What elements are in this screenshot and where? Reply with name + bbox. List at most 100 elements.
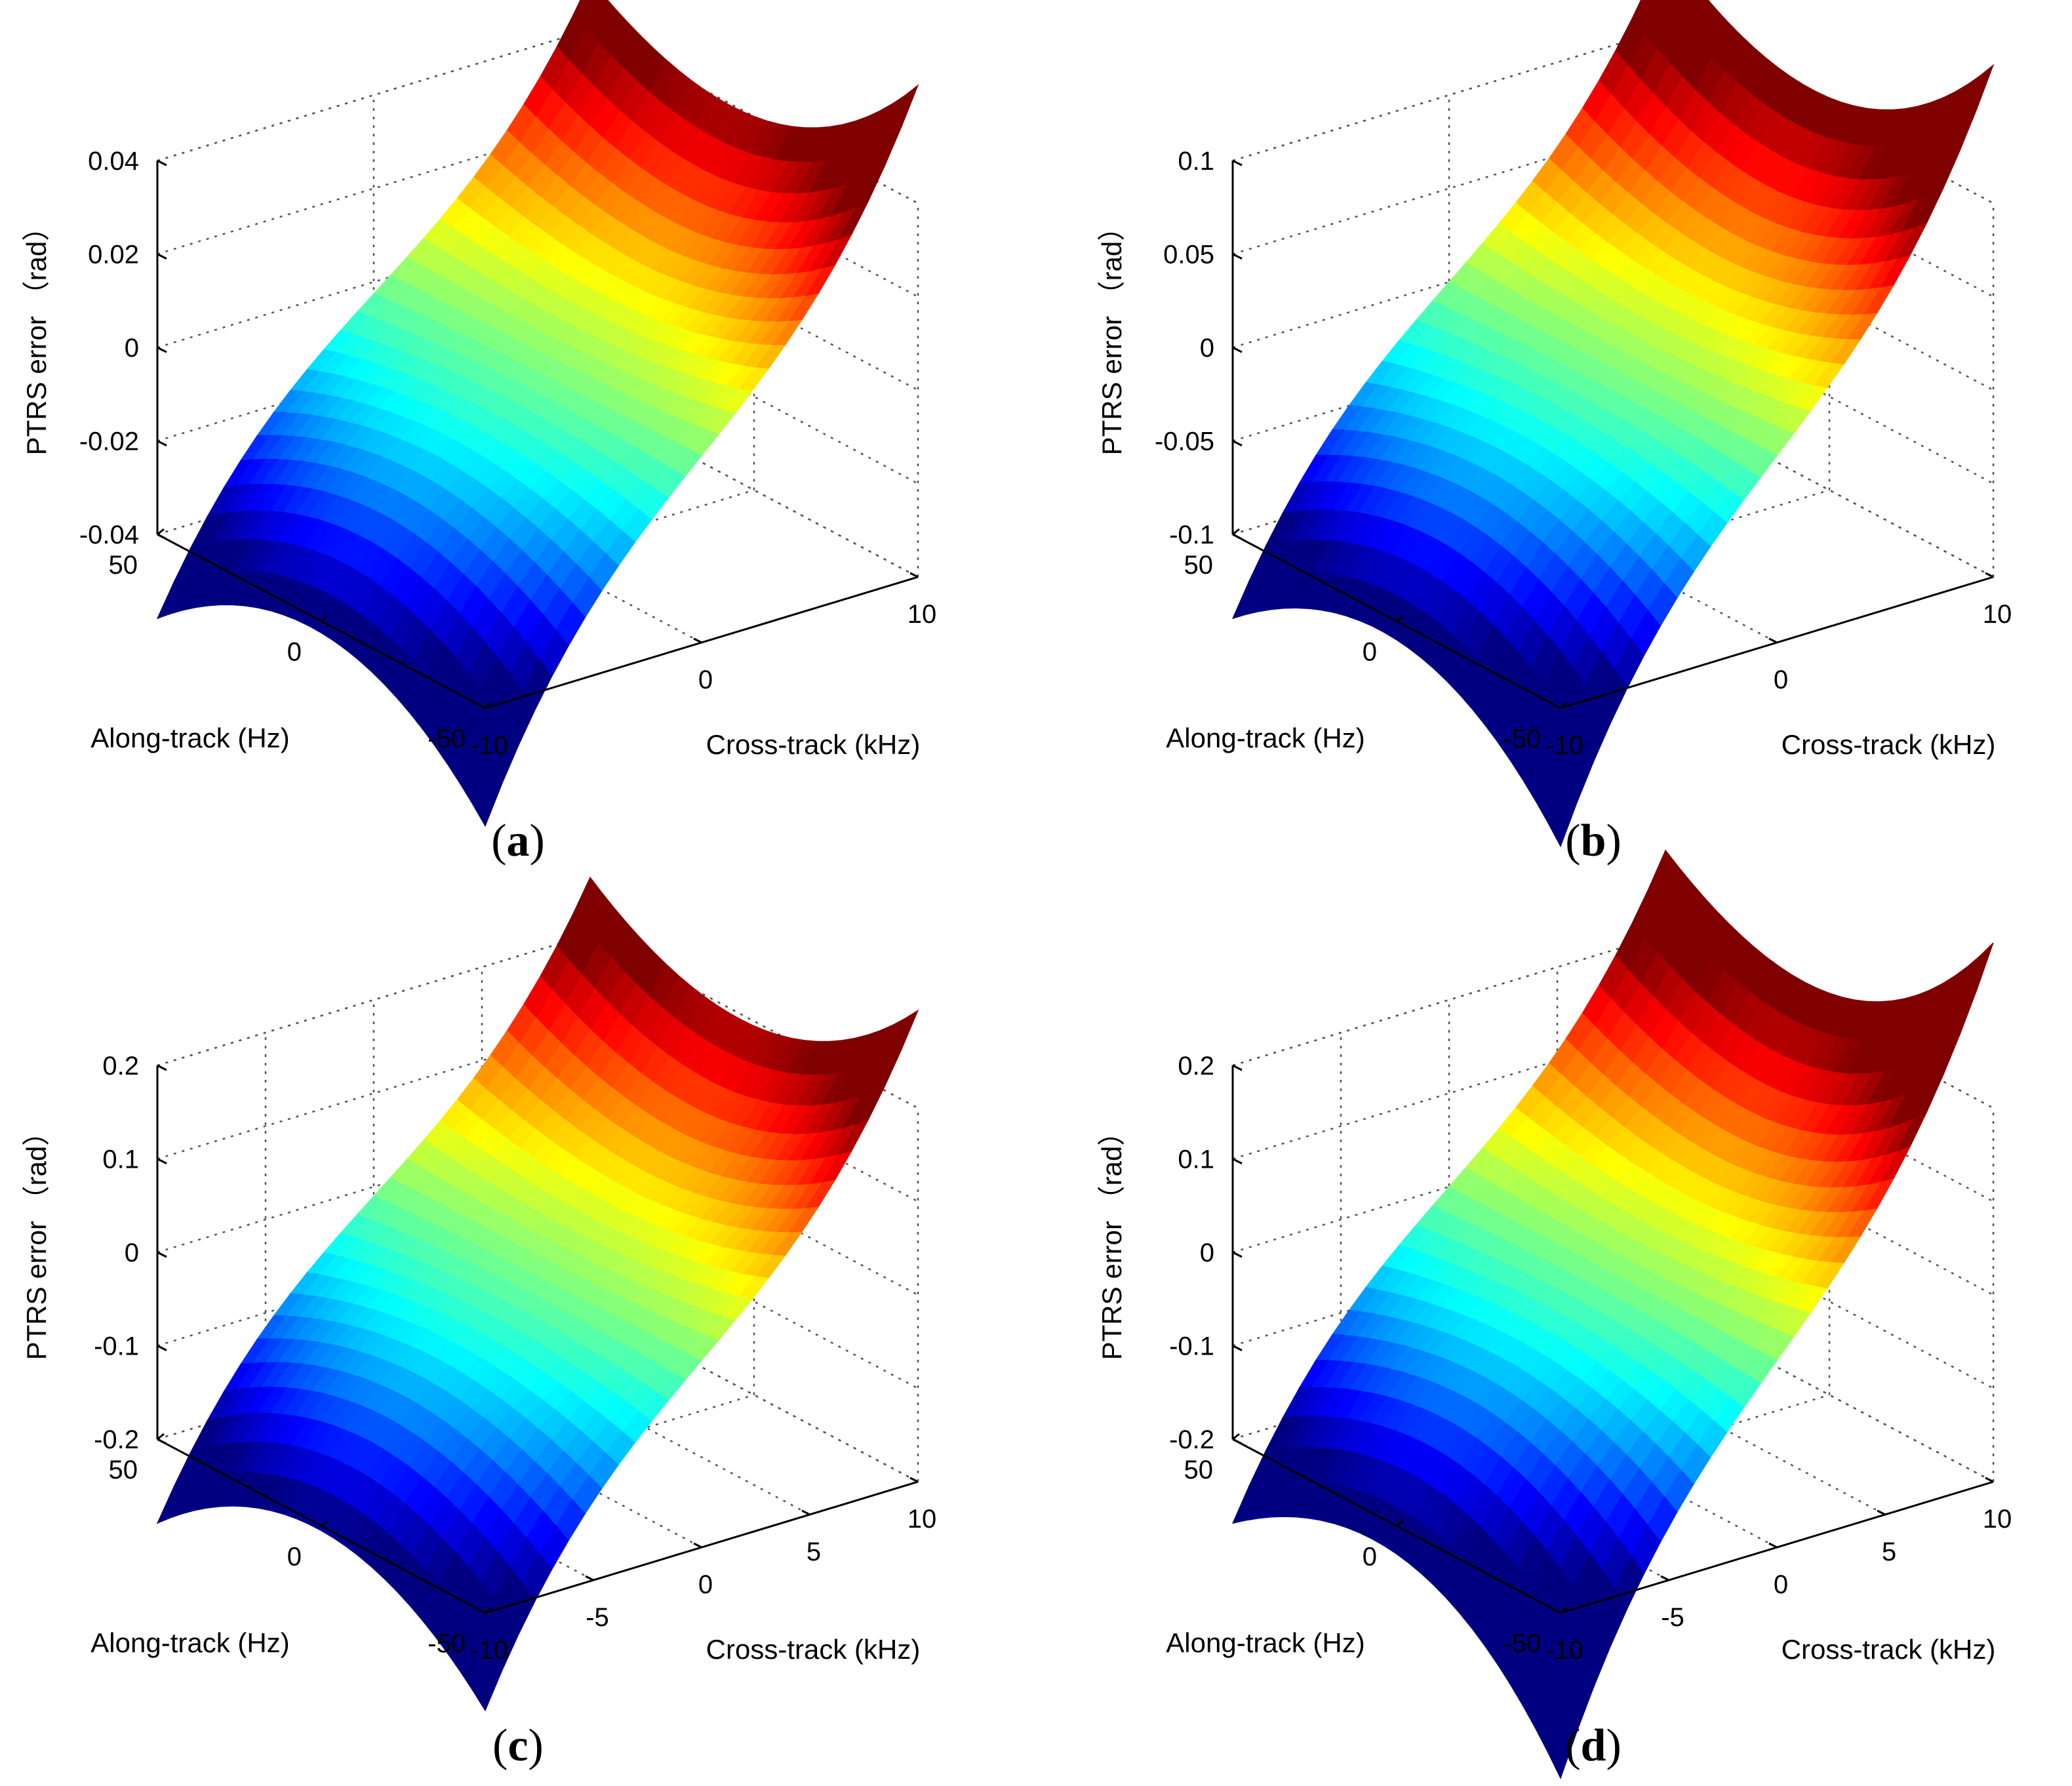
z-tick — [1232, 253, 1243, 260]
y-tick — [1768, 637, 1778, 644]
x-tick-label: 0 — [1363, 1543, 1377, 1572]
surface — [1231, 0, 1995, 848]
y-tick-label: -5 — [586, 1603, 609, 1632]
y-tick — [477, 1608, 486, 1614]
x-axis-title: Along-track (Hz) — [1166, 723, 1365, 753]
x-tick-label: 50 — [109, 551, 138, 580]
y-tick — [1985, 1477, 1994, 1483]
y-tick-label: -10 — [470, 731, 508, 760]
z-tick-label: -0.2 — [94, 1425, 139, 1454]
x-axis-title: Along-track (Hz) — [90, 1627, 289, 1658]
y-tick-label: 0 — [1774, 665, 1788, 694]
z-tick-label: -0.1 — [1169, 1332, 1214, 1361]
x-axis-title: Along-track (Hz) — [90, 723, 289, 753]
panel-label: (d) — [1565, 1720, 1622, 1771]
z-axis-title: PTRS error （rad） — [21, 1119, 52, 1360]
y-tick — [1768, 1542, 1778, 1549]
x-tick — [321, 1520, 329, 1527]
z-tick-label: 0 — [125, 1239, 139, 1267]
y-tick-label: -10 — [1545, 1636, 1584, 1665]
y-tick — [693, 1542, 702, 1549]
surface-cell — [1547, 778, 1578, 848]
x-gridline-floor — [321, 1394, 755, 1527]
x-tick — [1560, 702, 1568, 709]
y-tick-label: 0 — [1774, 1570, 1788, 1599]
y-tick-label: 5 — [1882, 1538, 1896, 1566]
z-tick — [1232, 1345, 1243, 1351]
x-tick-label: 0 — [287, 1543, 302, 1572]
x-tick — [321, 615, 329, 622]
x-gridline-floor — [1396, 1394, 1830, 1527]
x-gridline-floor — [321, 489, 755, 622]
x-tick — [1396, 615, 1404, 622]
z-tick-label: -0.1 — [94, 1332, 139, 1361]
surface-cell — [472, 1651, 503, 1712]
z-tick-label: -0.2 — [1169, 1425, 1214, 1454]
x-tick-label: -50 — [428, 724, 466, 753]
x-tick — [1232, 1433, 1240, 1440]
z-tick-label: 0.05 — [1163, 241, 1214, 269]
z-tick — [1232, 346, 1243, 353]
z-tick-label: 0.1 — [102, 1145, 139, 1174]
z-axis-title: PTRS error （rad） — [1096, 214, 1127, 456]
x-axis-title: Along-track (Hz) — [1166, 1627, 1365, 1658]
y-axis-title: Cross-track (kHz) — [706, 1634, 921, 1665]
z-tick — [157, 1345, 167, 1351]
z-tick-label: -0.02 — [79, 427, 139, 456]
x-tick — [1396, 1520, 1404, 1527]
z-tick — [1232, 1158, 1243, 1164]
surface-cell — [1547, 1705, 1578, 1779]
x-tick — [1560, 1606, 1568, 1614]
x-tick-label: 50 — [1184, 551, 1214, 580]
surface — [1231, 849, 1994, 1779]
z-tick — [157, 159, 167, 167]
panel-label: (a) — [491, 816, 545, 866]
y-tick-label: 0 — [698, 665, 713, 694]
z-tick-label: 0 — [1200, 334, 1214, 363]
x-tick-label: 50 — [109, 1456, 138, 1484]
y-tick — [693, 637, 702, 644]
x-tick — [1232, 528, 1240, 536]
y-tick-label: 0 — [698, 1570, 713, 1599]
z-tick-label: 0.04 — [88, 147, 139, 176]
z-tick-label: -0.1 — [1169, 521, 1214, 549]
surface-cell — [472, 763, 503, 827]
y-tick-label: -5 — [1661, 1603, 1684, 1632]
z-tick — [1232, 159, 1243, 167]
y-tick-label: 10 — [1983, 1505, 2012, 1534]
x-tick-label: 0 — [287, 638, 302, 667]
z-tick-label: 0.1 — [1178, 147, 1214, 176]
y-tick — [1660, 1575, 1669, 1581]
panel-label: (c) — [492, 1720, 544, 1771]
z-tick-label: 0.1 — [1178, 1145, 1214, 1174]
z-tick-label: 0.2 — [102, 1052, 139, 1081]
z-tick — [1232, 1251, 1243, 1258]
z-tick — [157, 1158, 167, 1164]
y-tick — [909, 1477, 919, 1483]
z-tick-label: -0.04 — [79, 521, 139, 549]
x-tick-label: -50 — [1503, 724, 1541, 753]
x-tick-label: -50 — [1503, 1629, 1541, 1658]
y-tick-label: 10 — [1983, 600, 2012, 629]
chart-panel-b: 0.1 0.05 0 -0.05 -0.150 0 -50 -10 0 10 Along-track… — [1096, 0, 2012, 866]
y-tick-label: 5 — [807, 1538, 821, 1566]
z-tick — [157, 440, 167, 446]
x-tick-label: -50 — [428, 1629, 466, 1658]
z-tick — [157, 346, 167, 353]
y-tick-label: 10 — [907, 1505, 937, 1534]
panel-label: (b) — [1565, 816, 1622, 866]
y-tick-label: -10 — [470, 1636, 508, 1665]
z-tick-label: 0 — [1200, 1239, 1214, 1267]
z-tick — [1232, 533, 1243, 540]
z-tick — [157, 1438, 167, 1445]
surface — [156, 876, 919, 1712]
y-tick-label: -10 — [1545, 731, 1584, 760]
y-tick — [909, 572, 919, 578]
z-tick-label: 0.02 — [88, 241, 139, 269]
x-tick — [485, 1606, 492, 1614]
z-tick-label: 0 — [125, 334, 139, 363]
z-axis-title: PTRS error （rad） — [1096, 1119, 1127, 1360]
